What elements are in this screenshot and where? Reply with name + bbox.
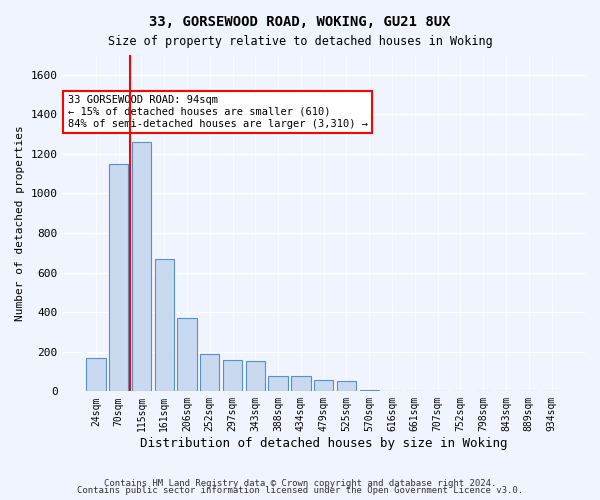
Text: 33, GORSEWOOD ROAD, WOKING, GU21 8UX: 33, GORSEWOOD ROAD, WOKING, GU21 8UX <box>149 15 451 29</box>
Text: Size of property relative to detached houses in Woking: Size of property relative to detached ho… <box>107 35 493 48</box>
Bar <box>337 382 356 392</box>
Y-axis label: Number of detached properties: Number of detached properties <box>15 126 25 321</box>
Bar <box>245 360 265 392</box>
Bar <box>86 358 106 392</box>
Bar <box>223 360 242 392</box>
Bar <box>155 259 174 392</box>
Bar <box>109 164 128 392</box>
Bar <box>132 142 151 392</box>
Text: Contains public sector information licensed under the Open Government Licence v3: Contains public sector information licen… <box>77 486 523 495</box>
Bar <box>291 376 311 392</box>
Bar <box>314 380 334 392</box>
X-axis label: Distribution of detached houses by size in Woking: Distribution of detached houses by size … <box>140 437 508 450</box>
Text: Contains HM Land Registry data © Crown copyright and database right 2024.: Contains HM Land Registry data © Crown c… <box>104 478 496 488</box>
Bar <box>268 376 288 392</box>
Text: 33 GORSEWOOD ROAD: 94sqm
← 15% of detached houses are smaller (610)
84% of semi-: 33 GORSEWOOD ROAD: 94sqm ← 15% of detach… <box>68 96 368 128</box>
Bar <box>178 318 197 392</box>
Bar <box>200 354 220 392</box>
Bar <box>359 390 379 392</box>
